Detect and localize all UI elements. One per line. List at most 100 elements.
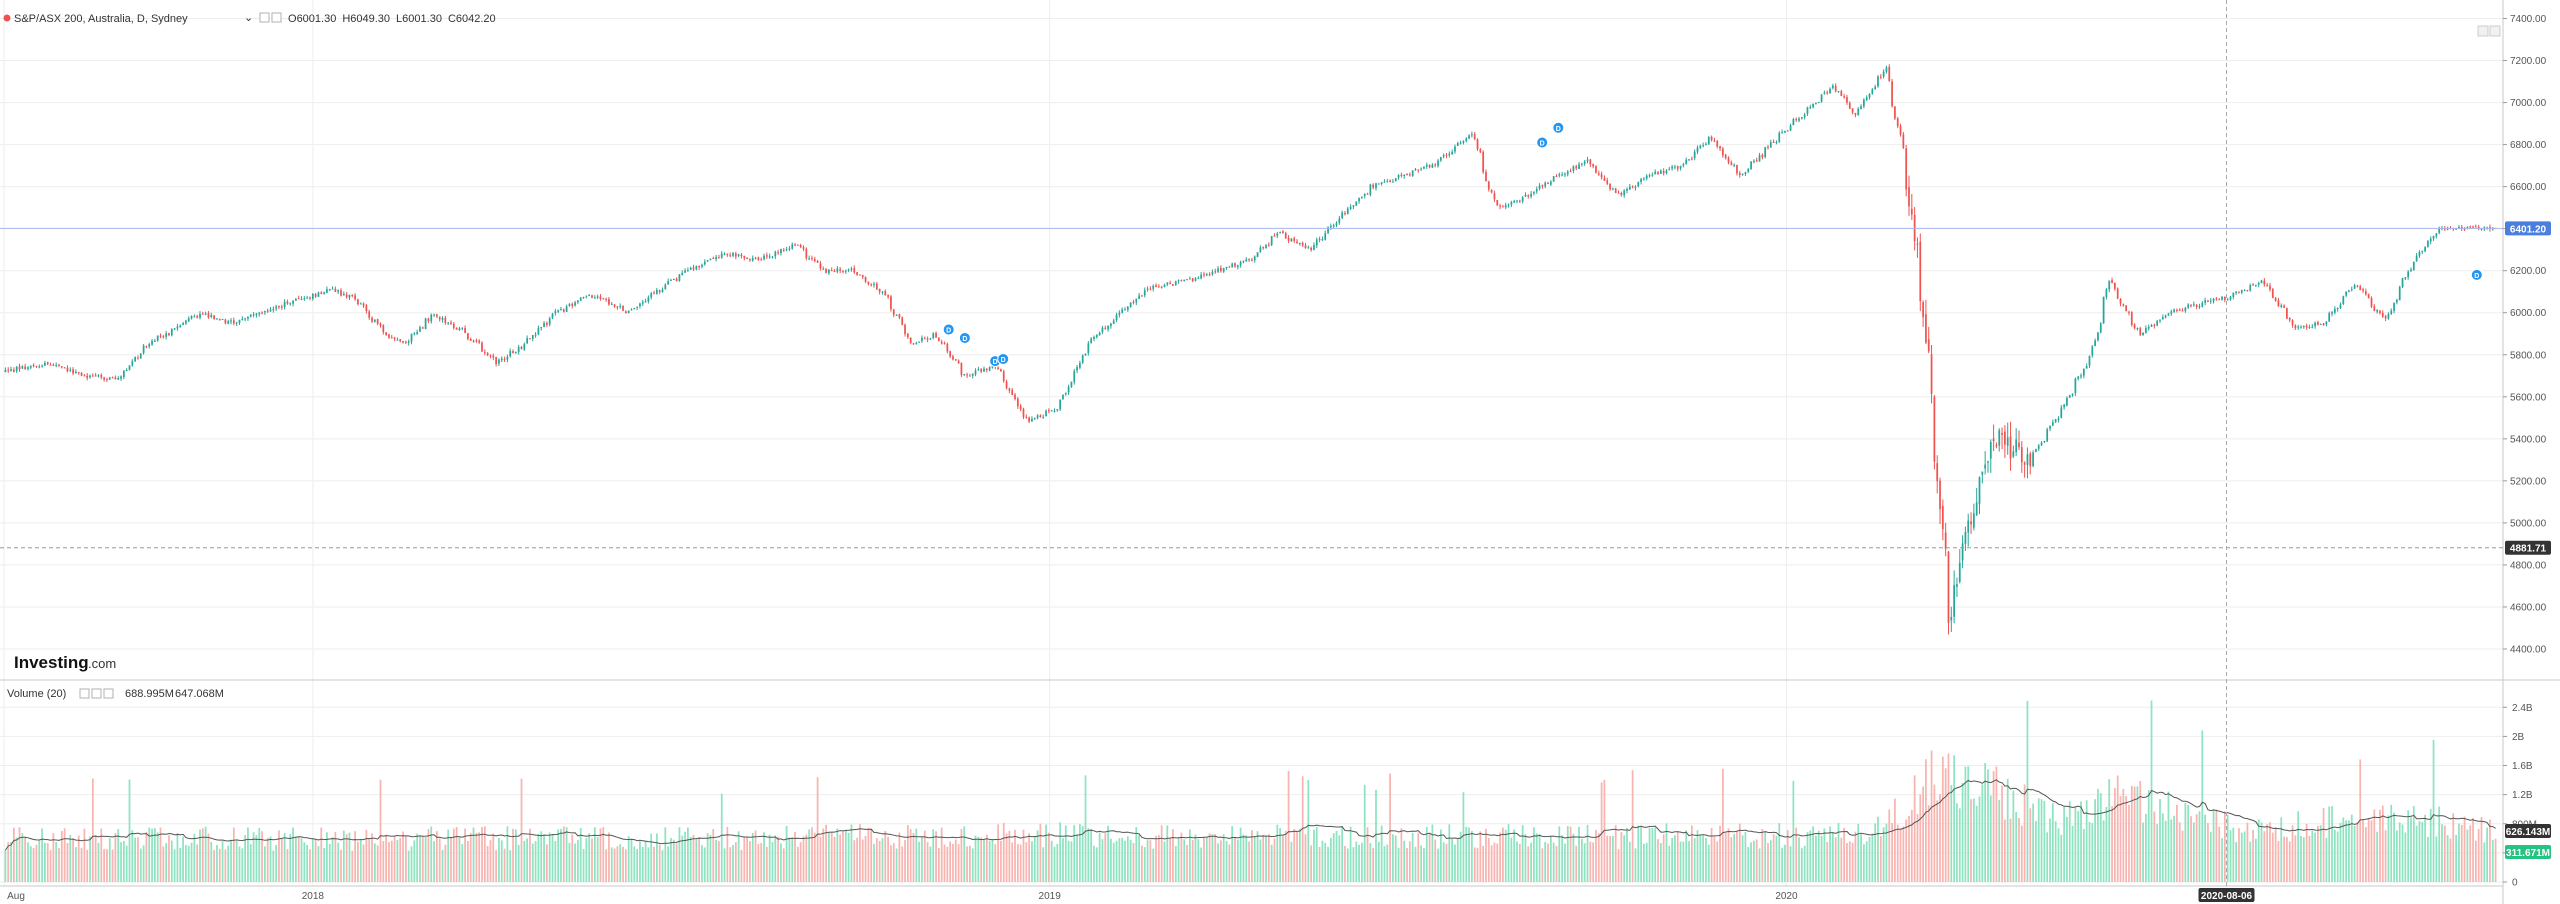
volume-bar [681,835,684,882]
candle-body [1442,155,1445,157]
candle-body [1744,172,1747,174]
volume-title[interactable]: Volume (20) [7,688,66,700]
volume-bar [1865,841,1868,882]
volume-bar [1290,841,1293,882]
volume-bar [655,833,658,882]
scale-toggle-icon[interactable] [2489,25,2501,37]
price-tick-label: 4400.00 [2510,644,2547,655]
volume-bar [323,847,325,882]
volume-bar [1775,835,1778,882]
volume-bar [1200,847,1203,882]
volume-bar [1019,844,1022,882]
volume-bar [1059,822,1062,882]
volume-bar [864,835,867,882]
candle-body [861,274,864,278]
candle-body [2054,419,2057,423]
candle-body [2260,280,2263,284]
volume-bar [1837,822,1840,882]
candle-body [407,341,410,344]
volume-bar [430,826,433,882]
candle-body [1795,119,1798,121]
candle-body [1592,163,1595,167]
volume-bar [1981,784,1984,882]
volume-bar [909,829,912,882]
volume-bar [1434,839,1437,882]
candle-body [2105,289,2108,298]
volume-bar [1487,837,1490,882]
candle-body [729,255,732,257]
volume-bar [498,838,500,882]
candle-body [1829,88,1831,94]
candle-body [2463,228,2466,230]
volume-bar [1045,824,1047,882]
volume-bar [774,835,777,882]
volume-bar [2311,830,2314,882]
dropdown-chevron-icon[interactable]: ⌄ [244,12,253,24]
symbol-title[interactable]: S&P/ASX 200, Australia, D, Sydney [14,13,188,25]
volume-visibility-icon[interactable] [79,688,90,699]
candle-body [500,358,503,361]
volume-bar [1220,840,1222,882]
scale-toggle-icon[interactable] [2477,25,2489,37]
volume-bar [1671,837,1673,882]
candle-body [182,323,184,325]
candle-body [540,327,543,329]
candle-body [819,263,822,269]
candle-body [616,306,619,308]
volume-bar [244,835,246,882]
time-tick-label: 2019 [1039,891,1062,902]
candle-body [1476,139,1479,150]
scale-buttons[interactable] [2477,25,2501,37]
candle-body [2088,355,2091,366]
candle-body [97,375,100,377]
candle-body [1417,169,1420,171]
candle-body [1321,239,1324,241]
volume-close-icon[interactable] [103,688,114,699]
volume-bar [1456,838,1459,882]
visibility-toggle-icon[interactable] [259,12,270,23]
volume-bar [2263,831,2266,882]
volume-bar [1767,842,1769,882]
settings-toggle-icon[interactable] [271,12,282,23]
volume-bar [1087,828,1090,882]
volume-bar [27,842,29,882]
volume-bar [1668,845,1671,882]
volume-bar [2379,809,2381,882]
volume-bar [932,829,935,882]
volume-legend[interactable]: Volume (20) 688.995M 647.068M [7,688,224,700]
candle-body [1662,170,1665,174]
candle-body [1293,238,1296,241]
volume-bar [777,836,780,882]
volume-bar [1753,840,1755,882]
candle-body [2331,312,2333,314]
crosshair-price-label: 4881.71 [2505,540,2551,555]
volume-bar [1372,847,1375,882]
candle-body [777,252,780,254]
candle-body [988,367,991,371]
volume-bar [1939,794,1941,882]
volume-bar [1067,840,1070,882]
volume-bar [842,831,844,882]
volume-bar [2486,827,2489,882]
volume-bar [4,850,7,882]
volume-bar [529,828,531,882]
candle-body [1888,66,1891,81]
candle-body [1425,164,1428,167]
volume-bar [2049,818,2051,882]
volume-bar [390,840,393,882]
volume-bar [2469,825,2472,882]
volume-bar [2240,832,2243,882]
candle-body [483,351,486,353]
volume-bar [292,827,294,882]
symbol-legend[interactable]: S&P/ASX 200, Australia, D, Sydney ⌄ O600… [3,12,496,25]
candle-body [388,334,390,338]
volume-settings-icon[interactable] [91,688,102,699]
volume-bar [467,841,469,882]
volume-bar [52,833,55,882]
candle-body [1566,171,1569,175]
volume-bar [2415,825,2418,882]
candle-body [1408,174,1411,176]
